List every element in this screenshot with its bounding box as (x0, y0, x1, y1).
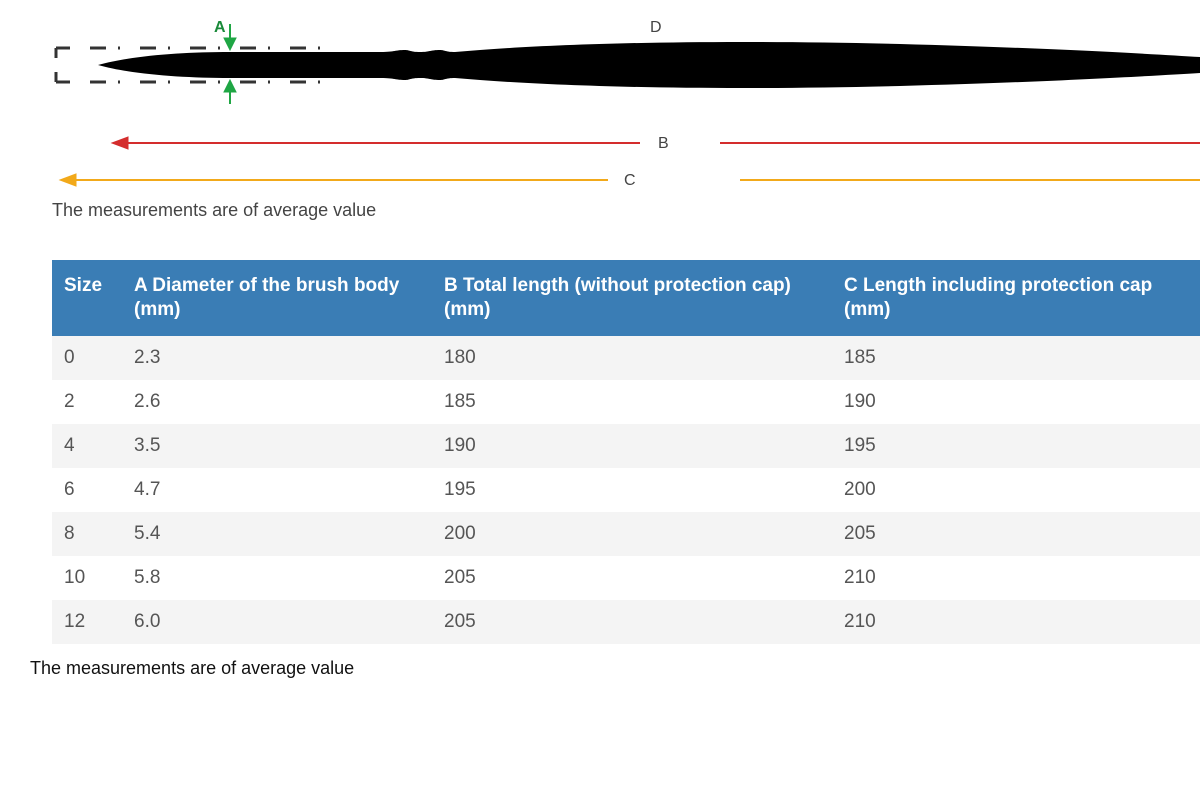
table-row: 22.6185190 (52, 380, 1200, 424)
table-cell: 205 (432, 556, 832, 600)
table-cell: 0 (52, 336, 122, 380)
table-cell: 185 (832, 336, 1200, 380)
measurements-table: Size A Diameter of the brush body (mm) B… (52, 260, 1200, 644)
table-cell: 10 (52, 556, 122, 600)
diagram-note: The measurements are of average value (52, 200, 376, 221)
table-cell: 8 (52, 512, 122, 556)
table-cell: 185 (432, 380, 832, 424)
table-cell: 190 (432, 424, 832, 468)
footer-note: The measurements are of average value (0, 644, 1200, 679)
table-cell: 2 (52, 380, 122, 424)
table-row: 85.4200205 (52, 512, 1200, 556)
col-header-c: C Length including protection cap (mm) (832, 260, 1200, 336)
table-row: 126.0205210 (52, 600, 1200, 644)
col-header-size: Size (52, 260, 122, 336)
col-header-a: A Diameter of the brush body (mm) (122, 260, 432, 336)
table-cell: 2.3 (122, 336, 432, 380)
brush-diagram: A D B C The measurements are of average … (0, 0, 1200, 200)
table-cell: 3.5 (122, 424, 432, 468)
table-cell: 205 (832, 512, 1200, 556)
label-b: B (658, 135, 669, 152)
table-cell: 190 (832, 380, 1200, 424)
brush-shape (98, 42, 1200, 88)
table-cell: 6.0 (122, 600, 432, 644)
table-cell: 195 (832, 424, 1200, 468)
measurements-table-wrap: Size A Diameter of the brush body (mm) B… (0, 260, 1200, 644)
table-cell: 210 (832, 600, 1200, 644)
col-header-b: B Total length (without protection cap) … (432, 260, 832, 336)
table-row: 43.5190195 (52, 424, 1200, 468)
table-cell: 200 (832, 468, 1200, 512)
table-cell: 195 (432, 468, 832, 512)
table-cell: 200 (432, 512, 832, 556)
label-c: C (624, 172, 636, 189)
table-cell: 4.7 (122, 468, 432, 512)
table-cell: 205 (432, 600, 832, 644)
table-row: 02.3180185 (52, 336, 1200, 380)
table-cell: 180 (432, 336, 832, 380)
table-cell: 6 (52, 468, 122, 512)
table-row: 105.8205210 (52, 556, 1200, 600)
label-d: D (650, 19, 662, 36)
table-cell: 4 (52, 424, 122, 468)
table-cell: 12 (52, 600, 122, 644)
table-cell: 2.6 (122, 380, 432, 424)
table-cell: 210 (832, 556, 1200, 600)
table-row: 64.7195200 (52, 468, 1200, 512)
table-cell: 5.8 (122, 556, 432, 600)
table-cell: 5.4 (122, 512, 432, 556)
label-a: A (214, 19, 226, 36)
b-dimension (112, 137, 1200, 149)
